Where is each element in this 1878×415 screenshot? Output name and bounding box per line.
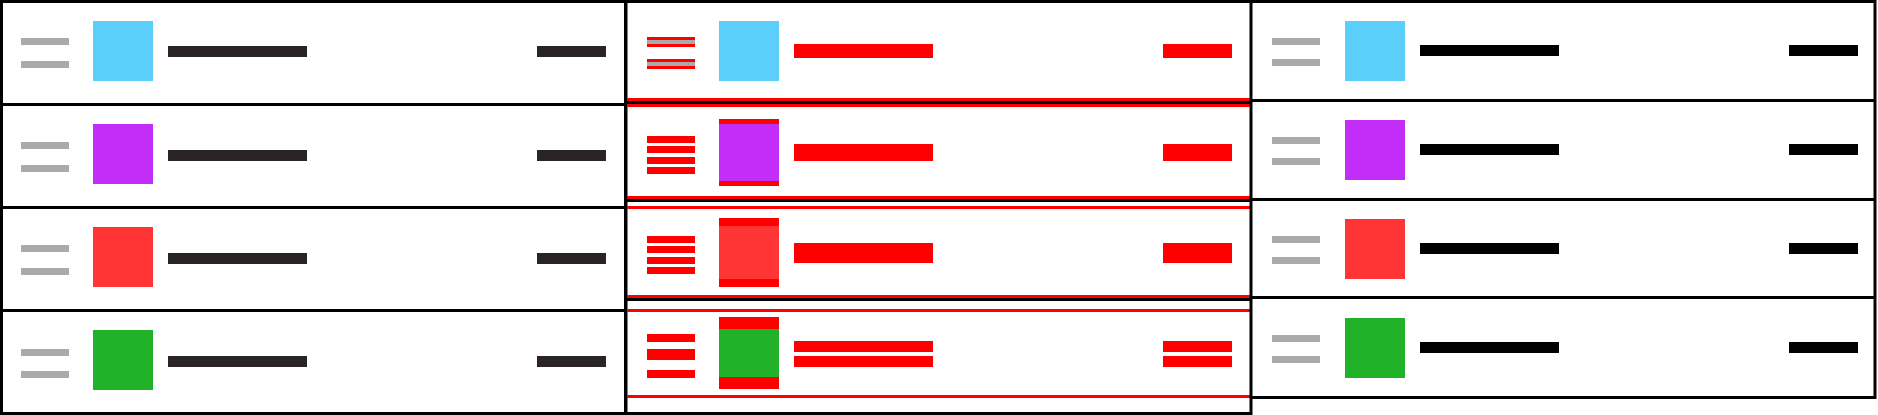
drag-handle-icon[interactable]: [647, 349, 695, 357]
item-value-bar: [1163, 144, 1232, 161]
row-divider: [627, 101, 1250, 104]
drag-handle-icon[interactable]: [647, 257, 695, 264]
item-value-bar: [537, 150, 606, 161]
item-value-bar: [1163, 243, 1232, 263]
item-label-bar: [794, 243, 933, 263]
row-divider: [627, 298, 1250, 301]
list-item[interactable]: [21, 124, 606, 184]
color-swatch: [93, 21, 153, 81]
drag-handle-icon[interactable]: [647, 167, 695, 174]
diff-highlight: [627, 206, 1250, 209]
color-swatch: [719, 124, 779, 181]
diff-highlight: [627, 295, 1250, 298]
item-label-bar: [1420, 45, 1559, 56]
drag-handle-icon[interactable]: [1272, 257, 1320, 264]
drag-handle-icon[interactable]: [21, 268, 69, 275]
drag-handle-icon[interactable]: [647, 246, 695, 253]
item-value-bar: [1163, 341, 1232, 352]
list-item[interactable]: [647, 317, 1232, 389]
panel-reference: [0, 0, 627, 415]
item-value-bar: [1163, 356, 1232, 367]
list-item[interactable]: [21, 21, 606, 81]
drag-handle-icon[interactable]: [647, 146, 695, 153]
item-label-bar: [794, 341, 933, 352]
color-swatch: [93, 330, 153, 390]
list-item[interactable]: [647, 21, 1232, 81]
list-item[interactable]: [1272, 120, 1858, 180]
item-value-bar: [537, 253, 606, 264]
color-swatch: [93, 227, 153, 287]
panel-diff: [624, 0, 1253, 415]
drag-handle-icon[interactable]: [647, 334, 695, 342]
drag-handle-icon[interactable]: [647, 136, 695, 143]
list-item[interactable]: [647, 119, 1232, 186]
list-item[interactable]: [1272, 219, 1858, 279]
color-swatch: [1345, 120, 1405, 180]
diff-highlight: [627, 309, 1250, 312]
drag-handle-icon[interactable]: [647, 267, 695, 274]
drag-handle-icon[interactable]: [21, 371, 69, 378]
item-label-bar: [1420, 342, 1559, 353]
item-label-bar: [168, 150, 307, 161]
drag-handle-icon[interactable]: [21, 349, 69, 356]
diff-highlight: [627, 196, 1250, 199]
drag-handle-icon[interactable]: [647, 236, 695, 243]
item-value-bar: [1789, 243, 1858, 254]
item-value-bar: [1789, 45, 1858, 56]
drag-handle-icon[interactable]: [1272, 335, 1320, 342]
list-item[interactable]: [21, 227, 606, 287]
drag-handle-icon[interactable]: [1272, 236, 1320, 243]
drag-handle-icon[interactable]: [21, 245, 69, 252]
drag-handle-icon: [647, 40, 695, 44]
item-value-bar: [537, 356, 606, 367]
item-value-bar: [1789, 144, 1858, 155]
list-item[interactable]: [1272, 21, 1858, 81]
item-value-bar: [1163, 44, 1232, 58]
color-swatch: [719, 21, 779, 81]
drag-handle-icon[interactable]: [21, 61, 69, 68]
item-value-bar: [537, 46, 606, 57]
item-label-bar: [794, 44, 933, 58]
color-swatch: [93, 124, 153, 184]
drag-handle-icon[interactable]: [647, 370, 695, 378]
drag-handle-icon[interactable]: [1272, 137, 1320, 144]
item-label-bar: [794, 356, 933, 367]
color-swatch: [1345, 21, 1405, 81]
drag-handle-icon[interactable]: [21, 142, 69, 149]
item-label-bar: [1420, 243, 1559, 254]
drag-handle-icon[interactable]: [21, 38, 69, 45]
item-label-bar: [168, 356, 307, 367]
item-label-bar: [168, 253, 307, 264]
panel-candidate: [1249, 0, 1877, 399]
item-label-bar: [1420, 144, 1559, 155]
list-item[interactable]: [1272, 318, 1858, 378]
list-item[interactable]: [647, 218, 1232, 287]
list-item[interactable]: [21, 330, 606, 390]
color-swatch: [719, 226, 779, 279]
item-label-bar: [794, 144, 933, 161]
diff-highlight: [627, 98, 1250, 101]
drag-handle-icon[interactable]: [1272, 59, 1320, 66]
drag-handle-icon: [647, 62, 695, 66]
color-swatch: [1345, 219, 1405, 279]
row-divider: [627, 199, 1250, 202]
drag-handle-icon[interactable]: [647, 357, 695, 360]
item-value-bar: [1789, 342, 1858, 353]
item-label-bar: [168, 46, 307, 57]
drag-handle-icon[interactable]: [1272, 158, 1320, 165]
drag-handle-icon[interactable]: [1272, 356, 1320, 363]
drag-handle-icon[interactable]: [1272, 38, 1320, 45]
color-swatch: [719, 329, 779, 377]
drag-handle-icon[interactable]: [647, 157, 695, 164]
diff-highlight: [627, 395, 1250, 398]
diff-highlight: [627, 104, 1250, 107]
drag-handle-icon[interactable]: [21, 165, 69, 172]
color-swatch: [1345, 318, 1405, 378]
